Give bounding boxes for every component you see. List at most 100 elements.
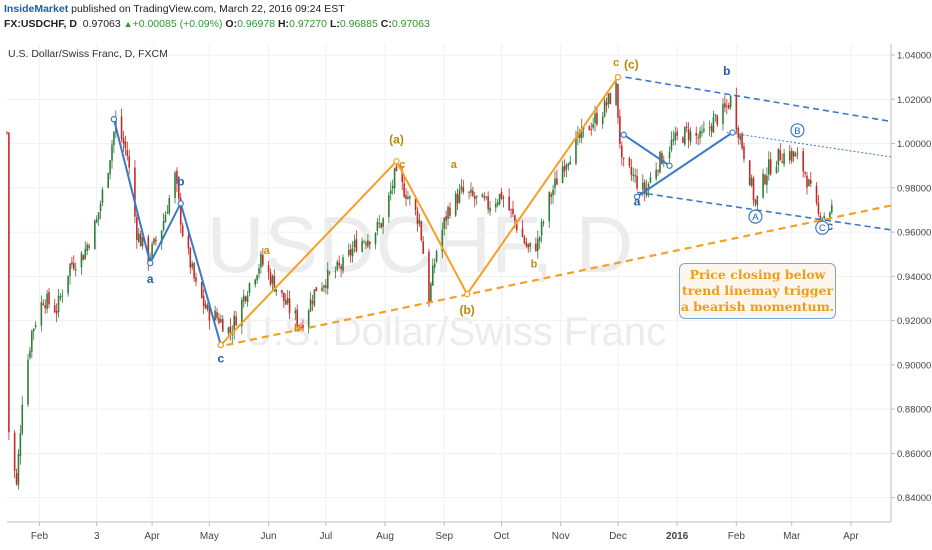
candle-body — [220, 319, 222, 323]
candle — [817, 195, 820, 217]
candle-body — [57, 295, 60, 313]
candle-body — [256, 275, 258, 281]
candle-body — [792, 151, 795, 157]
candle-body — [454, 193, 457, 216]
candle-body — [162, 221, 165, 231]
candle-body — [615, 82, 617, 105]
candle — [447, 205, 449, 226]
candle-body — [636, 175, 638, 189]
candle — [59, 293, 62, 301]
candle-body — [216, 312, 218, 318]
elliott-waves[interactable] — [110, 73, 736, 349]
candle — [632, 167, 635, 182]
candle-body — [376, 221, 379, 231]
candle-body — [542, 221, 545, 224]
candle-body — [353, 240, 356, 248]
candle — [74, 262, 77, 277]
candle-body — [269, 272, 272, 285]
wave-label: (c) — [624, 57, 639, 71]
candle-body — [340, 266, 342, 269]
wave-point — [463, 290, 471, 298]
candle-body — [347, 249, 350, 256]
candle-body — [29, 350, 31, 358]
candle — [124, 135, 127, 156]
candle-body — [258, 267, 260, 274]
low-label: L: — [329, 18, 340, 30]
candle — [107, 172, 109, 189]
candle-body — [176, 170, 178, 184]
candle — [134, 159, 136, 223]
candle — [355, 230, 358, 253]
candle-body — [44, 305, 46, 309]
candle-body — [831, 204, 833, 213]
candle-body — [750, 177, 753, 186]
publisher-name[interactable]: InsideMarket — [4, 3, 69, 15]
candle — [603, 97, 606, 118]
candle — [193, 262, 195, 282]
candle — [831, 199, 833, 215]
candle-body — [823, 215, 825, 219]
candles[interactable] — [6, 74, 833, 490]
candle — [136, 213, 138, 249]
low-value: 0.96885 — [339, 18, 378, 30]
candle-body — [548, 192, 551, 222]
candle-body — [781, 161, 783, 163]
wave-point — [217, 341, 225, 349]
candle — [283, 292, 285, 309]
candle — [462, 179, 465, 195]
chart-title: U.S. Dollar/Swiss Franc, D, FXCM — [8, 48, 168, 60]
candle — [443, 217, 446, 236]
candle — [27, 353, 29, 408]
x-tick-label: Jun — [261, 531, 277, 542]
candle-body — [275, 289, 278, 293]
candle — [512, 200, 514, 218]
candle-body — [273, 276, 276, 292]
close-label: C: — [380, 18, 392, 30]
x-tick-label: Apr — [843, 531, 859, 542]
candle-body — [567, 163, 570, 167]
annotation-callout[interactable]: Price closing below trend linemay trigge… — [679, 263, 836, 319]
candle-body — [202, 295, 205, 306]
candle — [724, 95, 726, 113]
candle — [815, 182, 818, 206]
candle-body — [6, 132, 8, 134]
x-tick-label: Dec — [609, 531, 627, 542]
candle-body — [489, 207, 491, 212]
candle — [380, 222, 383, 229]
candle — [17, 449, 20, 490]
candle — [40, 295, 43, 332]
candle — [769, 152, 772, 176]
candle — [620, 141, 623, 166]
candle-body — [382, 218, 384, 228]
candle — [729, 94, 732, 110]
candle-body — [592, 124, 594, 128]
candle-body — [603, 100, 606, 117]
candle — [609, 92, 612, 105]
candle-body — [321, 287, 323, 291]
candle-body — [620, 145, 623, 158]
candle-body — [672, 139, 675, 142]
candle-body — [309, 299, 312, 312]
wave-label: c — [217, 352, 224, 366]
candle — [166, 204, 169, 215]
candle-body — [214, 310, 216, 321]
candle-body — [32, 328, 35, 332]
candle-body — [578, 131, 581, 138]
candle — [218, 312, 220, 325]
candle-body — [468, 191, 470, 193]
candle — [456, 188, 459, 210]
candle-body — [94, 220, 96, 250]
trend-lines[interactable] — [226, 76, 892, 347]
candle — [628, 156, 631, 168]
candle-body — [136, 217, 138, 241]
candle — [233, 310, 236, 340]
candle-body — [668, 151, 671, 159]
candle-body — [752, 178, 755, 201]
candle-body — [59, 295, 62, 298]
candle — [101, 187, 104, 207]
candle-body — [683, 127, 686, 145]
candle — [737, 125, 740, 145]
candle — [416, 206, 419, 232]
candle — [221, 315, 224, 332]
